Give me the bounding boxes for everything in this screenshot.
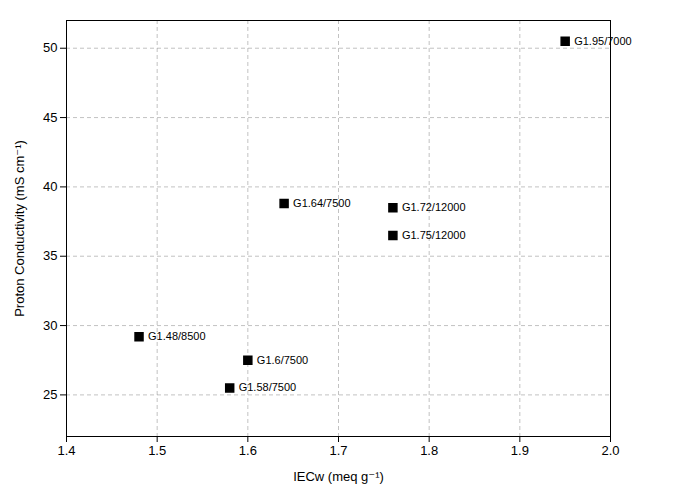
svg-text:Proton Conductivity (mS cm⁻¹): Proton Conductivity (mS cm⁻¹) [12, 140, 27, 317]
svg-text:1.7: 1.7 [329, 443, 347, 458]
svg-text:1.8: 1.8 [420, 443, 438, 458]
svg-text:1.9: 1.9 [511, 443, 529, 458]
svg-text:40: 40 [43, 179, 57, 194]
svg-text:G1.95/7000: G1.95/7000 [574, 35, 632, 47]
svg-text:IECw (meq g⁻¹): IECw (meq g⁻¹) [293, 469, 384, 484]
svg-text:50: 50 [43, 40, 57, 55]
svg-text:2.0: 2.0 [601, 443, 619, 458]
svg-text:25: 25 [43, 387, 57, 402]
svg-text:1.6: 1.6 [239, 443, 257, 458]
svg-text:G1.75/12000: G1.75/12000 [402, 229, 466, 241]
svg-text:G1.64/7500: G1.64/7500 [293, 197, 351, 209]
svg-text:30: 30 [43, 318, 57, 333]
svg-text:1.5: 1.5 [148, 443, 166, 458]
svg-text:G1.58/7500: G1.58/7500 [239, 381, 297, 393]
svg-text:45: 45 [43, 110, 57, 125]
svg-text:1.4: 1.4 [57, 443, 75, 458]
svg-text:35: 35 [43, 248, 57, 263]
svg-text:G1.6/7500: G1.6/7500 [257, 354, 308, 366]
svg-text:G1.72/12000: G1.72/12000 [402, 201, 466, 213]
svg-text:G1.48/8500: G1.48/8500 [148, 330, 206, 342]
